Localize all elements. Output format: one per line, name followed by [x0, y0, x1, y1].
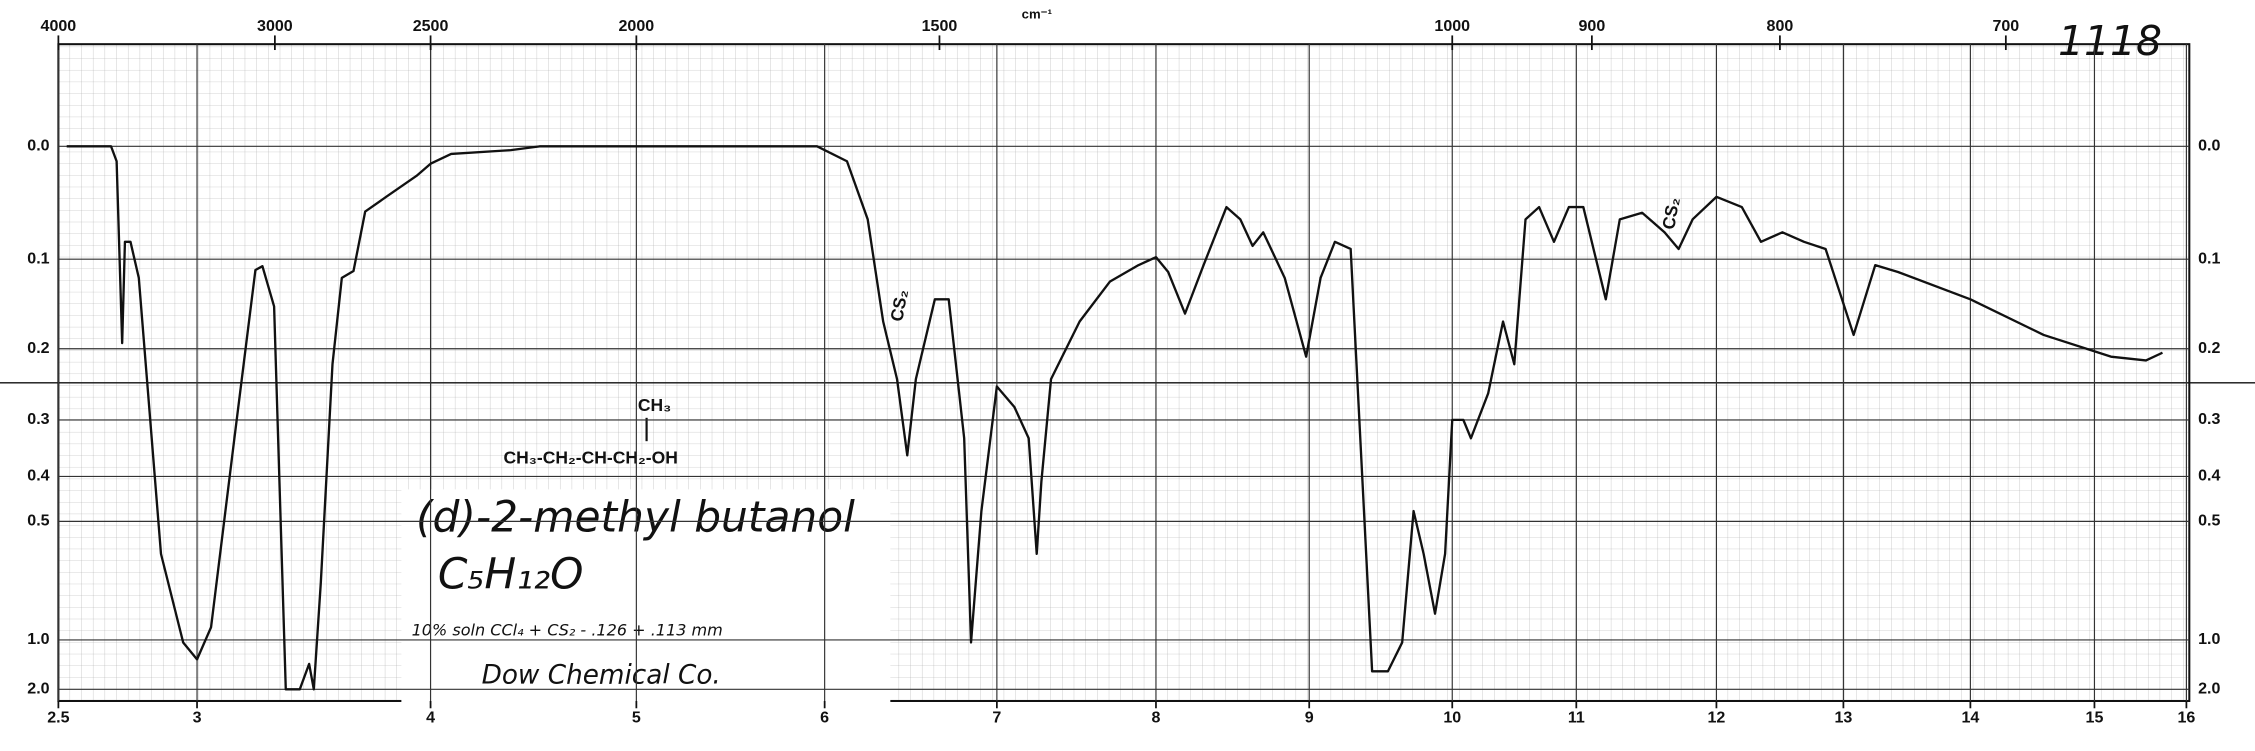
top-tick-label: 2500 [413, 17, 449, 35]
top-tick-label: 4000 [41, 17, 77, 35]
x-tick-label: 16 [2177, 709, 2195, 727]
y-tick-label: 1.0 [27, 630, 49, 648]
y-tick-label-right: 1.0 [2198, 630, 2220, 648]
source-note: Dow Chemical Co. [482, 661, 721, 691]
y-tick-label-right: 0.0 [2198, 137, 2220, 155]
sample-note: 10% soln CCl₄ + CS₂ - .126 + .113 mm [412, 620, 723, 639]
x-tick-label: 14 [1961, 709, 1979, 727]
minor-grid [58, 44, 2190, 701]
y-tick-label: 0.1 [27, 249, 49, 267]
x-tick-label: 13 [1834, 709, 1852, 727]
y-tick-label: 0.5 [27, 512, 49, 530]
top-tick-label: 1000 [1434, 17, 1470, 35]
x-tick-label: 7 [992, 709, 1001, 727]
y-tick-label-right: 2.0 [2198, 680, 2220, 698]
x-tick-label: 15 [2086, 709, 2104, 727]
label-box [401, 489, 891, 709]
x-tick-label: 4 [426, 709, 435, 727]
x-tick-label: 5 [632, 709, 641, 727]
spectrum-line [66, 145, 2163, 691]
chart-number: 1118 [2058, 17, 2162, 65]
top-axis-label: cm⁻¹ [1022, 6, 1052, 21]
y-tick-label-right: 0.4 [2198, 467, 2220, 485]
x-tick-label: 3 [193, 709, 202, 727]
formula: C₅H₁₂O [438, 549, 584, 598]
top-tick-label: 2000 [619, 17, 655, 35]
y-tick-label-right: 0.3 [2198, 410, 2220, 428]
x-tick-label: 12 [1707, 709, 1725, 727]
x-tick-label: 9 [1305, 709, 1314, 727]
y-tick-label-right: 0.1 [2198, 249, 2220, 267]
x-tick-label: 11 [1568, 709, 1585, 727]
x-tick-label: 6 [820, 709, 829, 727]
structure-branch: CH₃ [638, 395, 671, 415]
y-tick-label-right: 0.2 [2198, 339, 2220, 357]
top-tick-label: 700 [1992, 17, 2019, 35]
y-tick-label: 0.2 [27, 339, 49, 357]
top-tick-label: 3000 [257, 17, 293, 35]
y-tick-label-right: 0.5 [2198, 512, 2220, 530]
x-tick-label: 10 [1443, 709, 1461, 727]
y-tick-label: 2.0 [27, 680, 49, 698]
structure-chain: CH₃-CH₂-CH-CH₂-OH [504, 447, 678, 467]
y-tick-label: 0.3 [27, 410, 49, 428]
top-tick-label: 800 [1767, 17, 1794, 35]
y-tick-label: 0.0 [27, 137, 49, 155]
x-tick-label: 8 [1151, 709, 1160, 727]
top-tick-label: 1500 [922, 17, 958, 35]
x-tick-label: 2.5 [47, 709, 69, 727]
y-tick-label: 0.4 [27, 467, 49, 485]
compound-name: (d)-2-methyl butanol [416, 492, 855, 541]
top-tick-label: 900 [1578, 17, 1605, 35]
